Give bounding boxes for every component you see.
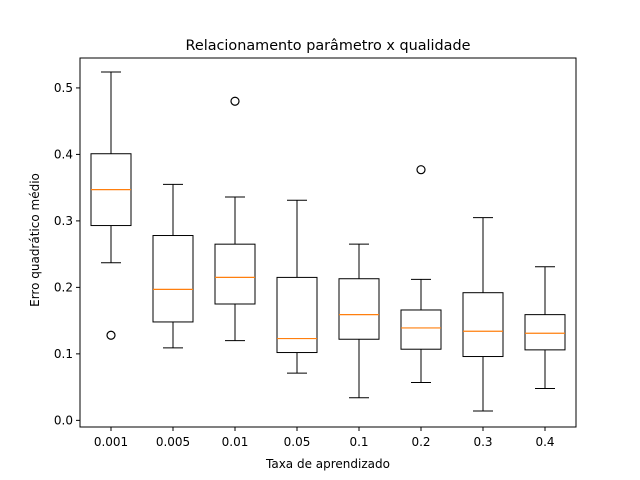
y-tick-label: 0.2 <box>54 280 73 294</box>
y-tick-label: 0.4 <box>54 147 73 161</box>
x-tick-label: 0.05 <box>284 435 311 449</box>
y-tick-label: 0.1 <box>54 347 73 361</box>
x-tick-label: 0.01 <box>222 435 249 449</box>
x-axis-title: Taxa de aprendizado <box>265 457 390 471</box>
y-tick-label: 0.0 <box>54 413 73 427</box>
x-tick-label: 0.3 <box>473 435 492 449</box>
x-tick-label: 0.1 <box>349 435 368 449</box>
chart-title: Relacionamento parâmetro x qualidade <box>186 38 471 54</box>
y-axis-title: Erro quadrático médio <box>28 173 42 307</box>
y-tick-label: 0.5 <box>54 81 73 95</box>
x-tick-label: 0.4 <box>535 435 554 449</box>
x-tick-label: 0.005 <box>156 435 190 449</box>
x-tick-label: 0.001 <box>94 435 128 449</box>
x-tick-label: 0.2 <box>411 435 430 449</box>
y-tick-label: 0.3 <box>54 214 73 228</box>
